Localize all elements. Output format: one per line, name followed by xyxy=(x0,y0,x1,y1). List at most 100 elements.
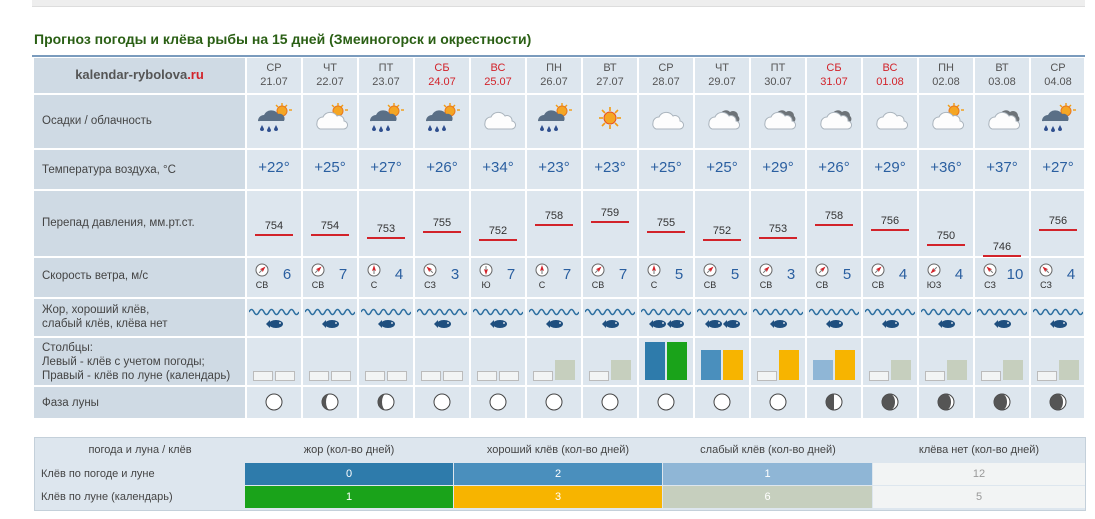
temperature-value: +25° xyxy=(650,159,682,176)
pressure-line xyxy=(871,228,909,231)
day-column: СР 04.08 +27° 756 СЗ 4 xyxy=(1029,58,1085,418)
wind-direction: С xyxy=(538,280,546,290)
wind-direction: С xyxy=(370,280,378,290)
pressure-value: 755 xyxy=(656,217,676,230)
pressure-line xyxy=(591,221,629,223)
sun-icon xyxy=(590,101,630,135)
day-column: ЧТ 29.07 +25° 752 СВ 5 xyxy=(693,58,749,418)
wind-direction: СВ xyxy=(759,280,773,290)
wind-direction: СВ xyxy=(815,280,829,290)
bite-bar-moon xyxy=(835,350,855,380)
day-name: СБ xyxy=(826,62,842,74)
moon-phase-icon xyxy=(433,393,451,411)
wind-direction: СЗ xyxy=(1040,280,1052,290)
pressure-line xyxy=(647,231,685,234)
page-title: Прогноз погоды и клёва рыбы на 15 дней (… xyxy=(34,31,532,47)
day-name: ПН xyxy=(938,62,954,74)
wind-speed: 4 xyxy=(898,266,908,283)
wind-direction: ЮЗ xyxy=(926,280,942,290)
day-column: ПТ 30.07 +29° 753 СВ 3 xyxy=(749,58,805,418)
day-date: 25.07 xyxy=(484,76,512,88)
cloud-dark-icon xyxy=(758,101,798,135)
legend-row-weather-label: Клёв по погоде и луне xyxy=(41,468,155,480)
label-bite-line2: слабый клёв, клёва нет xyxy=(42,318,168,330)
wind-direction: С xyxy=(650,280,658,290)
pressure-value: 759 xyxy=(600,207,620,219)
fish-icon xyxy=(305,317,355,329)
fish-icon xyxy=(249,317,299,329)
temperature-value: +29° xyxy=(762,159,794,176)
moon-phase-icon xyxy=(993,393,1011,411)
bite-bar-moon xyxy=(1059,360,1079,380)
day-date: 30.07 xyxy=(764,76,792,88)
wind-speed: 5 xyxy=(674,266,684,283)
wave-icon xyxy=(248,304,300,316)
legend-row-moon-label: Клёв по луне (календарь) xyxy=(41,491,173,503)
pressure-value: 758 xyxy=(824,209,844,222)
pressure-value: 753 xyxy=(376,222,396,235)
pressure-line xyxy=(983,254,1021,257)
wind-compass-icon xyxy=(535,263,549,277)
wind-speed: 7 xyxy=(562,266,572,283)
temperature-value: +27° xyxy=(370,159,402,176)
row-labels-column: kalendar-rybolova.ru Осадки / облачность… xyxy=(34,58,245,418)
day-column: ПТ 23.07 +27° 753 С 4 xyxy=(357,58,413,418)
bite-bar-moon xyxy=(275,371,295,381)
day-name: ЧТ xyxy=(714,62,730,74)
day-date: 29.07 xyxy=(708,76,736,88)
site-logo[interactable]: kalendar-rybolova.ru xyxy=(34,58,245,94)
wave-icon xyxy=(416,304,468,316)
pressure-value: 754 xyxy=(320,220,340,232)
row-separator xyxy=(34,336,1084,338)
legend-moon-weak: 6 xyxy=(663,486,872,508)
fish-icon xyxy=(529,317,579,329)
temperature-value: +29° xyxy=(874,159,906,176)
wind-direction: СВ xyxy=(255,280,269,290)
bite-bar-moon xyxy=(331,371,351,381)
cloud-icon xyxy=(870,101,910,135)
site-name: kalendar-rybolova xyxy=(75,67,188,82)
wind-direction: СВ xyxy=(591,280,605,290)
wind-speed: 5 xyxy=(842,266,852,283)
day-date: 01.08 xyxy=(876,76,904,88)
day-name: ВТ xyxy=(603,62,617,74)
wave-icon xyxy=(752,304,804,316)
wave-icon xyxy=(304,304,356,316)
temperature-value: +25° xyxy=(314,159,346,176)
bite-bar-moon xyxy=(555,360,575,380)
legend-weather-none: 12 xyxy=(873,463,1085,485)
wind-speed: 7 xyxy=(338,266,348,283)
bite-bar-moon xyxy=(499,371,519,381)
pressure-value: 758 xyxy=(544,209,564,222)
fish-icon xyxy=(977,317,1027,329)
wind-speed: 3 xyxy=(786,266,796,283)
day-date: 31.07 xyxy=(820,76,848,88)
day-column: СР 21.07 +22° 754 СВ 6 xyxy=(245,58,301,418)
bite-bar-weather xyxy=(253,371,273,381)
legend-moon-none: 5 xyxy=(873,486,1085,508)
day-name: ПТ xyxy=(378,62,394,74)
rain-sun-icon xyxy=(254,101,294,135)
wind-speed: 4 xyxy=(394,266,404,283)
day-name: ПТ xyxy=(770,62,786,74)
day-column: ВС 01.08 +29° 756 СВ 4 xyxy=(861,58,917,418)
top-strip xyxy=(32,0,1085,7)
day-name: СБ xyxy=(434,62,450,74)
fish-icon xyxy=(1033,317,1083,329)
temperature-value: +27° xyxy=(1042,159,1074,176)
temperature-value: +26° xyxy=(818,159,850,176)
wind-compass-icon xyxy=(367,263,381,277)
fish-icon xyxy=(473,317,523,329)
wind-speed: 5 xyxy=(730,266,740,283)
moon-phase-icon xyxy=(713,393,731,411)
pressure-line xyxy=(367,236,405,239)
bite-bar-weather xyxy=(981,371,1001,381)
day-name: СР xyxy=(658,62,674,74)
wave-icon xyxy=(360,304,412,316)
cloud-icon xyxy=(478,101,518,135)
day-name: ПН xyxy=(546,62,562,74)
label-wind: Скорость ветра, м/с xyxy=(42,270,149,282)
bite-bar-weather xyxy=(589,371,609,381)
label-clouds: Осадки / облачность xyxy=(42,115,152,127)
wave-icon xyxy=(808,304,860,316)
